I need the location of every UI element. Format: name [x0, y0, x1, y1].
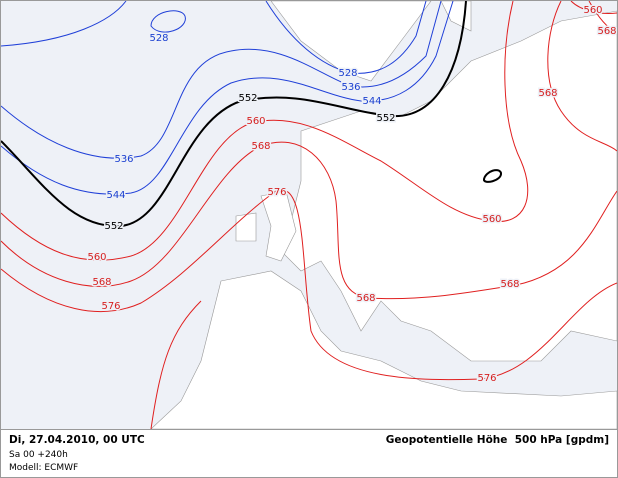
contour-584: [150, 300, 202, 430]
contour-560: [1, 1, 529, 261]
contour-568: [547, 1, 617, 152]
contour-label: 568: [500, 279, 519, 290]
contour-label: 552: [104, 221, 123, 232]
contour-label: 544: [106, 190, 125, 201]
contour-label: 576: [101, 301, 120, 312]
contour-label: 528: [338, 68, 357, 79]
contour-552: [483, 169, 502, 183]
contour-label: 544: [362, 96, 381, 107]
contour-label: 568: [538, 88, 557, 99]
contour-label: 568: [251, 141, 270, 152]
run: Sa 00 +240h: [9, 450, 68, 460]
contour-label: 560: [246, 116, 265, 127]
contour-label: 560: [87, 252, 106, 263]
contour-552: [1, 1, 467, 228]
contour-528: [150, 10, 186, 33]
contour-label: 568: [356, 293, 375, 304]
contour-label: 568: [597, 26, 616, 37]
contour-label: 560: [583, 5, 602, 16]
contour-568: [588, 1, 617, 34]
date: Di, 27.04.2010, 00 UTC: [9, 434, 145, 446]
contour-568: [1, 141, 617, 300]
contour-528: [1, 1, 127, 47]
title: Geopotentielle Höhe 500 hPa [gpdm]: [385, 434, 609, 446]
contour-label: 552: [238, 93, 257, 104]
contour-label: 552: [376, 113, 395, 124]
contour-label: 568: [92, 277, 111, 288]
land: [150, 1, 617, 430]
contour-label: 528: [149, 33, 168, 44]
map: 528 528 536 544 536 544 552 552 552 560 …: [1, 1, 617, 430]
contour-label: 576: [477, 373, 496, 384]
contour-576: [1, 189, 617, 381]
contour-528: [265, 1, 427, 74]
contour-544: [1, 1, 454, 195]
contour-536: [1, 1, 442, 159]
footer: Di, 27.04.2010, 00 UTC Sa 00 +240h Model…: [1, 429, 617, 477]
contour-560: [570, 1, 617, 14]
contour-label: 560: [482, 214, 501, 225]
contour-label: 536: [114, 154, 133, 165]
model: Modell: ECMWF: [9, 463, 79, 473]
contour-label: 536: [341, 82, 360, 93]
contour-label: 576: [267, 187, 286, 198]
